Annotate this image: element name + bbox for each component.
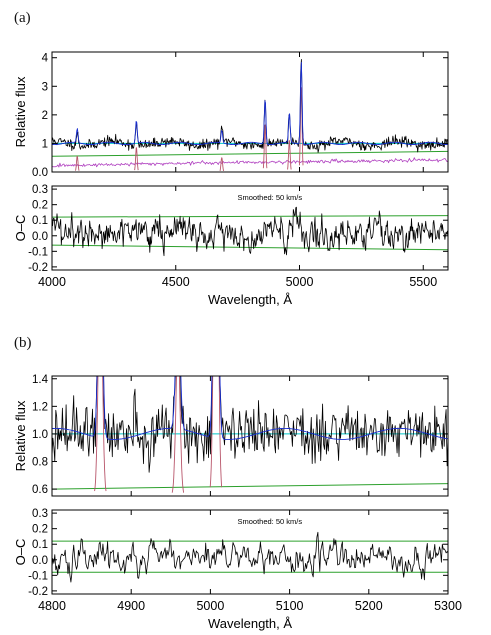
x-tick-label: 4500	[162, 275, 190, 289]
x-axis-label: Wavelength, Å	[208, 616, 292, 631]
x-tick-label: 4900	[117, 599, 145, 613]
smoothing-annotation: Smoothed: 50 km/s	[237, 193, 302, 202]
y-tick-label: 3	[42, 81, 48, 93]
b_top-plot-area	[52, 376, 448, 493]
emission-line-component	[209, 376, 223, 488]
emission-line-component	[134, 147, 139, 171]
y-tick-label: -0.1	[28, 570, 48, 582]
emission-line-component	[94, 376, 107, 492]
y-tick-label: 1.0	[32, 429, 48, 441]
y-tick-label: 0.1	[32, 539, 48, 551]
y-tick-label: 0.1	[32, 215, 48, 227]
x-axis-label: Wavelength, Å	[208, 292, 292, 307]
emission-line-component	[299, 87, 304, 166]
green-line	[52, 150, 448, 157]
x-tick-label: 5000	[196, 599, 224, 613]
x-tick-label: 5200	[355, 599, 383, 613]
y-tick-label: 4	[42, 53, 49, 65]
y-tick-label: 0.0	[32, 231, 48, 243]
x-tick-label: 4800	[38, 599, 66, 613]
lower-band-line	[52, 244, 448, 251]
plot-frame	[51, 185, 449, 271]
y-tick-label: 0.2	[32, 200, 48, 212]
green-line	[52, 483, 448, 490]
plot-frame	[51, 51, 449, 173]
y-tick-label: -0.2	[28, 586, 48, 598]
y-tick-label: 1.2	[32, 401, 48, 413]
y-axis-label: Relative flux	[13, 400, 28, 471]
y-tick-label: 0.6	[32, 484, 48, 496]
residual-line	[52, 531, 448, 583]
x-tick-label: 5300	[434, 599, 462, 613]
y-axis-label: O–C	[13, 539, 28, 566]
y-tick-label: 1	[42, 138, 48, 150]
residual-line	[52, 206, 448, 257]
x-tick-label: 5100	[276, 599, 304, 613]
y-tick-label: 0.3	[32, 184, 48, 196]
model-spectrum-line	[52, 62, 448, 146]
observed-spectrum-line	[52, 59, 448, 153]
y-tick-label: -0.2	[28, 262, 48, 274]
y-axis-label: O–C	[13, 215, 28, 242]
a_top-plot-area	[52, 59, 448, 172]
model-spectrum-line	[52, 376, 448, 440]
emission-line-component	[262, 124, 268, 169]
x-tick-label: 4000	[38, 275, 66, 289]
secondary-component-line	[52, 157, 448, 168]
upper-band-line	[52, 215, 448, 218]
a_top-panel: 0.0 1 2 3 4 Relative flux	[13, 51, 449, 179]
a_bottom-plot-area	[52, 206, 448, 257]
observed-spectrum-line	[52, 376, 448, 473]
x-tick-label: 5500	[409, 275, 437, 289]
y-tick-label: -0.1	[28, 246, 48, 258]
panel-b-label: (b)	[14, 335, 32, 351]
plot-frame	[51, 509, 449, 595]
y-tick-label: 0.0	[32, 167, 48, 179]
y-tick-label: 1.4	[32, 374, 49, 386]
smoothing-annotation: Smoothed: 50 km/s	[237, 517, 302, 526]
y-tick-label: 2	[42, 110, 48, 122]
y-tick-label: 0.0	[32, 555, 48, 567]
x-tick-label: 5000	[286, 275, 314, 289]
b_bottom-plot-area	[52, 531, 448, 583]
emission-line-component	[75, 155, 80, 171]
plot-frame	[51, 375, 449, 497]
emission-line-component	[219, 157, 225, 172]
y-tick-label: 0.3	[32, 508, 48, 520]
emission-line-component	[287, 140, 292, 170]
emission-line-component	[171, 376, 185, 493]
panel-a-label: (a)	[14, 10, 31, 26]
b_top-panel: 0.6 0.8 1.0 1.2 1.4 Relative flux	[13, 374, 449, 497]
y-tick-label: 0.8	[32, 457, 48, 469]
y-tick-label: 0.2	[32, 524, 48, 536]
y-axis-label: Relative flux	[13, 76, 28, 147]
